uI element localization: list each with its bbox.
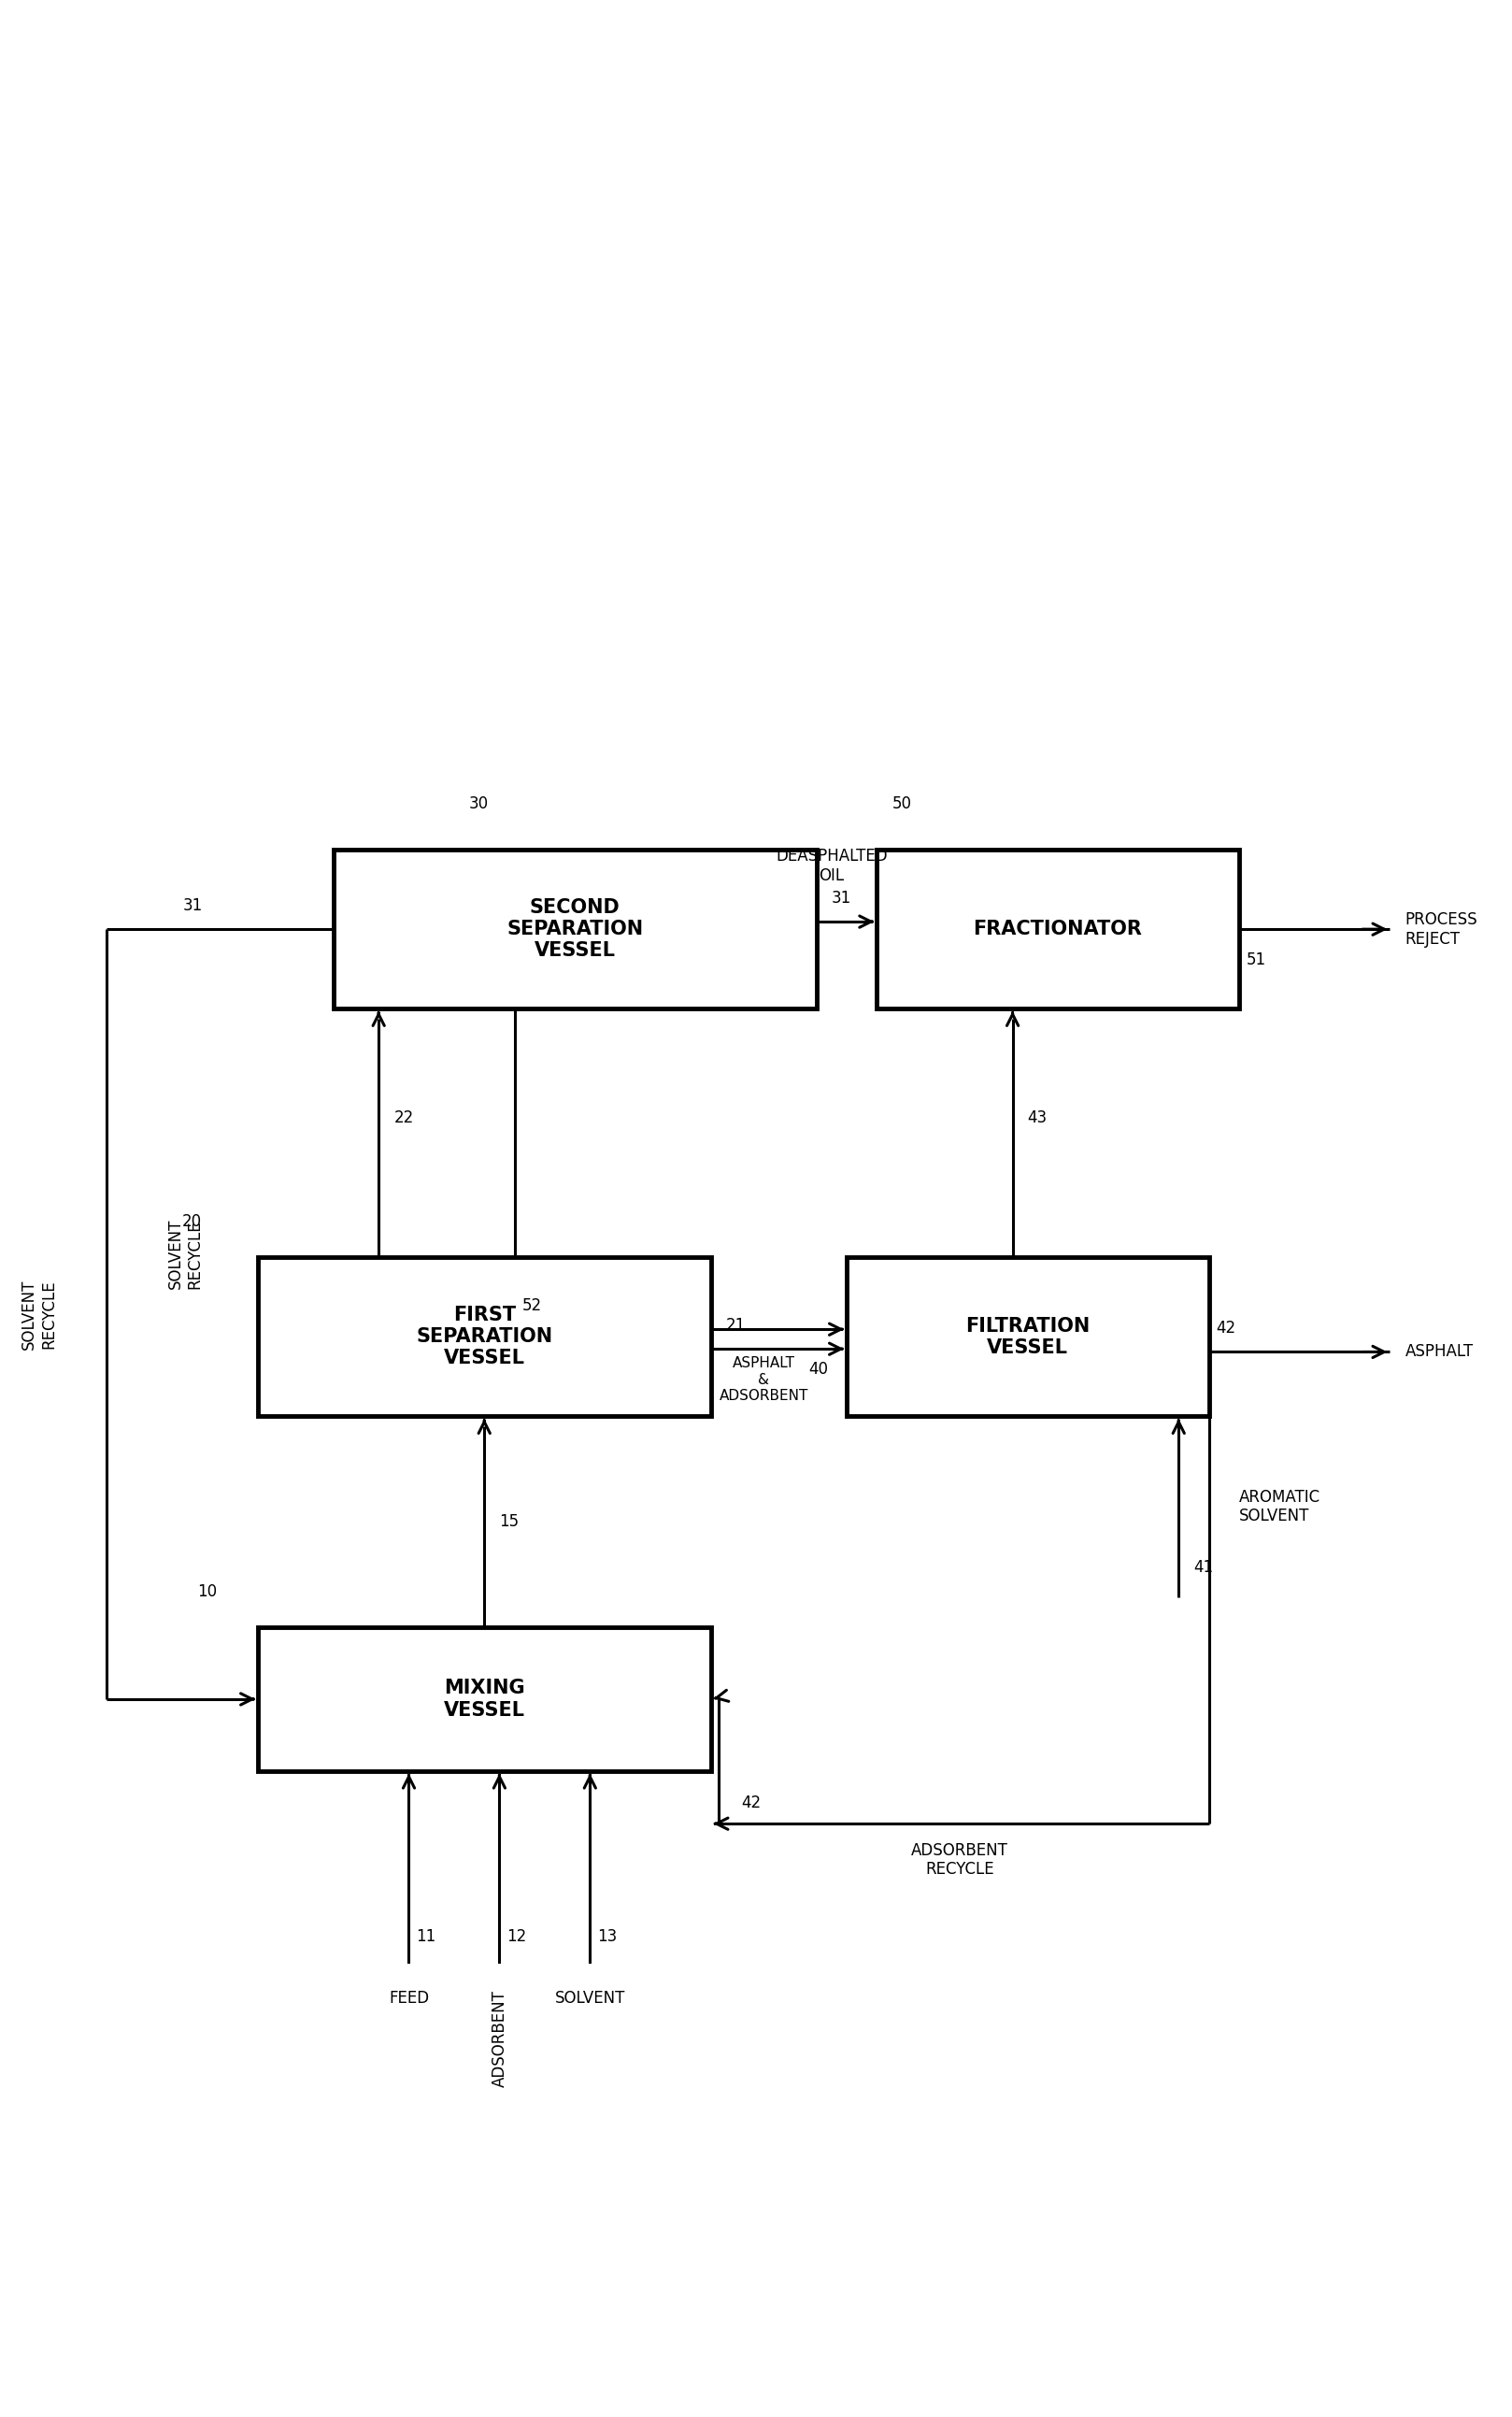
Text: 10: 10 [198, 1583, 218, 1600]
Text: ADSORBENT: ADSORBENT [491, 1989, 508, 2086]
Text: PROCESS
REJECT: PROCESS REJECT [1405, 911, 1477, 947]
Text: 51: 51 [1246, 952, 1266, 969]
Text: ADSORBENT
RECYCLE: ADSORBENT RECYCLE [912, 1842, 1009, 1878]
Text: 41: 41 [1194, 1559, 1214, 1576]
Text: 40: 40 [809, 1361, 829, 1378]
Text: AROMATIC
SOLVENT: AROMATIC SOLVENT [1238, 1489, 1320, 1525]
Text: 11: 11 [416, 1929, 437, 1946]
FancyBboxPatch shape [259, 1627, 711, 1772]
Text: 22: 22 [393, 1109, 414, 1126]
FancyBboxPatch shape [333, 851, 816, 1008]
Text: 12: 12 [507, 1929, 526, 1946]
Text: 13: 13 [597, 1929, 617, 1946]
Text: 15: 15 [499, 1513, 519, 1530]
Text: ASPHALT: ASPHALT [1405, 1344, 1473, 1361]
Text: 42: 42 [1216, 1320, 1237, 1337]
Text: FILTRATION
VESSEL: FILTRATION VESSEL [966, 1317, 1090, 1356]
Text: ASPHALT
&
ADSORBENT: ASPHALT & ADSORBENT [720, 1356, 807, 1402]
Text: 31: 31 [832, 889, 851, 906]
Text: 20: 20 [183, 1213, 203, 1230]
Text: 43: 43 [1028, 1109, 1048, 1126]
Text: 52: 52 [522, 1298, 541, 1315]
Text: SOLVENT: SOLVENT [555, 1989, 624, 2006]
Text: 50: 50 [892, 795, 912, 812]
Text: 42: 42 [741, 1796, 761, 1813]
Text: 30: 30 [469, 795, 488, 812]
FancyBboxPatch shape [259, 1257, 711, 1416]
Text: DEASPHALTED
OIL: DEASPHALTED OIL [776, 848, 888, 885]
Text: SOLVENT
RECYCLE: SOLVENT RECYCLE [168, 1218, 204, 1288]
Text: 31: 31 [183, 897, 203, 914]
Text: SOLVENT
RECYCLE: SOLVENT RECYCLE [21, 1279, 57, 1349]
FancyBboxPatch shape [847, 1257, 1208, 1416]
Text: SECOND
SEPARATION
VESSEL: SECOND SEPARATION VESSEL [507, 899, 643, 960]
Text: MIXING
VESSEL: MIXING VESSEL [443, 1680, 525, 1718]
Text: 21: 21 [726, 1317, 745, 1334]
Text: FIRST
SEPARATION
VESSEL: FIRST SEPARATION VESSEL [416, 1305, 552, 1368]
Text: FRACTIONATOR: FRACTIONATOR [974, 921, 1143, 938]
Text: FEED: FEED [389, 1989, 429, 2006]
FancyBboxPatch shape [877, 851, 1238, 1008]
